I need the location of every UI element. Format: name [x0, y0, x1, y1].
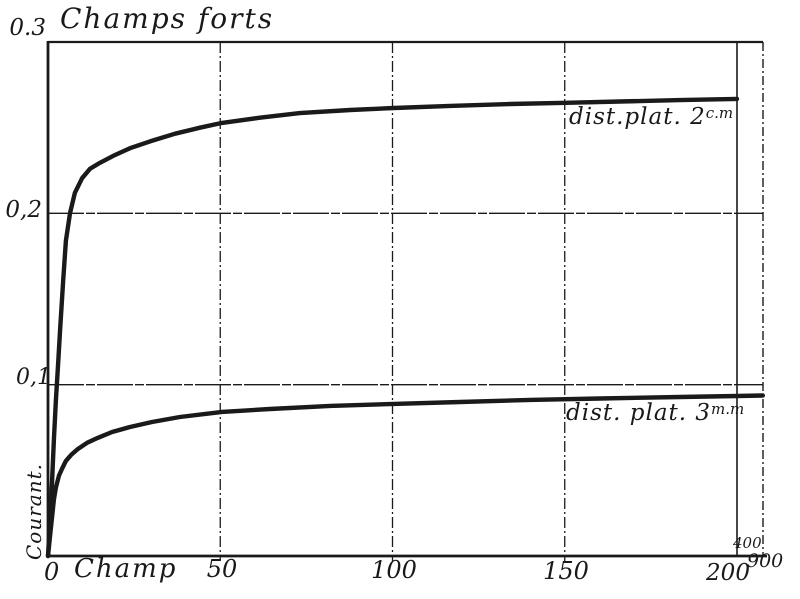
x-break-label-900: 900 [747, 550, 784, 572]
series-label-2cm-text: dist.plat. 2 [569, 104, 706, 130]
y-tick-0-1: 0,1 [16, 365, 51, 390]
curve-dist-plat-3mm [45, 393, 765, 559]
curve-dist-plat-2cm [45, 96, 740, 559]
series-label-3mm-text: dist. plat. 3 [566, 400, 712, 426]
series-label-2cm-sup: c.m [705, 104, 734, 122]
x-tick-50: 50 [206, 555, 238, 583]
y-axis-label: Courant. [22, 463, 46, 560]
x-axis-label: Champ [74, 554, 178, 584]
x-tick-0: 0 [44, 558, 60, 586]
chart-title: Champs forts [60, 2, 275, 35]
series-label-2cm: dist.plat. 2c.m [569, 106, 733, 129]
y-tick-0-3: 0.3 [9, 15, 46, 41]
x-break-label-400: 400 [733, 534, 762, 552]
x-tick-150: 150 [543, 557, 589, 585]
x-tick-100: 100 [371, 556, 417, 584]
series-label-3mm-sup: m.m [711, 400, 745, 418]
series-label-3mm: dist. plat. 3m.m [566, 402, 744, 425]
x-tick-200: 200 [706, 560, 750, 586]
y-tick-0-2: 0,2 [5, 197, 42, 223]
